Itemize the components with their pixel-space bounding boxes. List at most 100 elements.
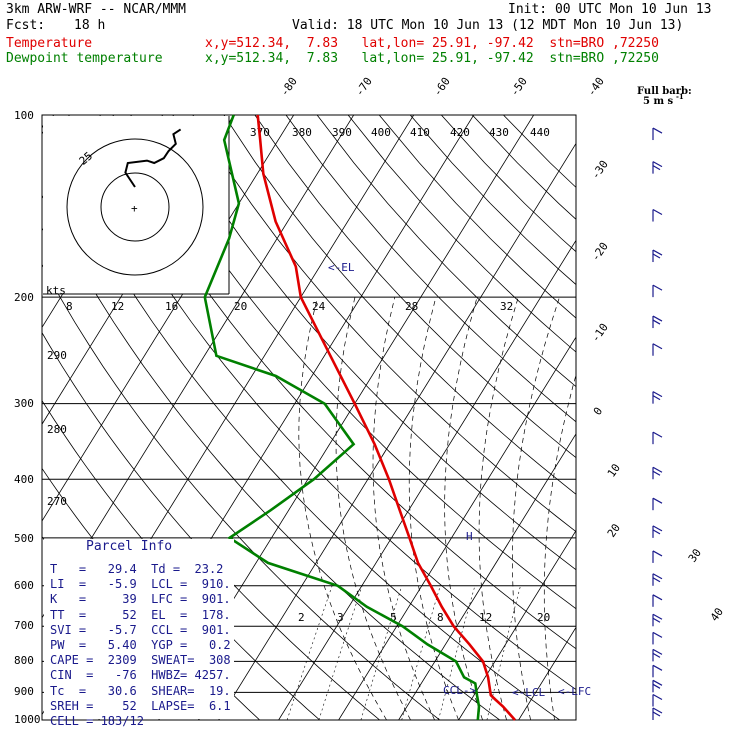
wind-barb-flag [652,127,663,134]
wind-barb-flag [652,497,663,504]
dry-adiabat [254,115,576,459]
wind-barb-flag [652,617,661,623]
theta-label: 420 [450,126,470,139]
theta-e-top-label: 32 [500,300,513,313]
wind-barb-flag [652,594,663,601]
pressure-tick-label: 1000 [14,713,41,726]
parcel-info-panel [44,539,234,719]
isotherm-top-label: -70 [353,75,375,99]
hodograph-center: + [131,202,138,215]
isotherm-right-label: 0 [591,405,605,418]
wind-barb-flag [652,470,661,476]
moist-adiabat [335,297,411,720]
theta-e-top-label: 12 [111,300,124,313]
isotherm-right-label: 30 [686,546,704,564]
wind-barb-flag [652,648,663,655]
mixing-ratio-label: 12 [479,611,492,624]
isotherm-right-label: 40 [708,605,726,623]
mixing-ratio-label: 3 [337,611,344,624]
mixing-ratio-line [286,585,333,720]
parcel-info-row: LI = -5.9 LCL = 910. [50,577,231,592]
dry-adiabat [42,263,440,720]
isotherm-right-label: 20 [605,521,623,539]
theta-label: 400 [371,126,391,139]
wind-barb-flag [652,165,661,171]
barb-legend: Full barb: 5 m s -1 [637,86,692,107]
theta-e-top-label: 8 [66,300,73,313]
wind-barb-flag [652,343,663,350]
mixing-ratio-label: 5 [390,611,397,624]
wind-barb-flag [652,466,663,473]
isotherm-line [42,115,355,619]
dry-adiabat [99,115,576,650]
isotherm-line [218,142,576,720]
isotherm-right-label: -30 [589,158,611,182]
isotherm-line [518,626,576,720]
isotherm-top-label: -80 [278,75,300,99]
parcel-info-row: CIN = -76 HWBZ= 4257. [50,668,231,683]
isotherm-line [691,87,740,733]
wind-barb-flag [652,711,661,717]
barb-legend-unit: 5 m s [643,96,674,107]
hodograph-units: kts [46,284,66,297]
theta-e-top-label: 28 [405,300,418,313]
isotherm-top-label: -50 [508,75,530,99]
parcel-info-row: T = 29.4 Td = 23.2 [50,562,224,576]
hodograph-ring-outer [66,138,204,276]
parcel-info-row: CELL = 183/12 [50,714,144,729]
parcel-info-row: PW = 5.40 YGP = 0.2 [50,638,231,653]
mixing-ratio-label: 8 [437,611,444,624]
wind-barb-flag [652,683,661,689]
hodograph-frame-fill [43,116,229,294]
wind-barb-flag [652,253,661,259]
wind-barb-flag [652,319,661,325]
pressure-tick-label: 600 [14,579,34,592]
wind-barb-flag [652,577,661,583]
dry-adiabat [472,115,576,220]
lcl-label: <-LCL [512,686,545,699]
wind-barb-flag [652,679,663,686]
moist-adiabat [444,297,483,720]
init-time: Init: 00 UTC Mon 10 Jun 13 [508,2,712,17]
wind-barb-flag [652,249,663,256]
forecast-label: Fcst: [6,18,46,33]
pressure-tick-label: 400 [14,473,34,486]
isotherm-right-label: -20 [589,240,611,264]
mixing-ratio-line [360,585,403,720]
theta-e-label: 290 [47,349,67,362]
wind-barb-flag [652,315,663,322]
parcel-info-row: SVI = -5.7 CCL = 901. [50,622,231,637]
temperature-legend: Temperature [6,36,93,51]
model-title: 3km ARW-WRF -- NCAR/MMM [6,2,187,17]
dry-adiabat [130,115,576,610]
wind-barb-flag [652,664,663,671]
dewpoint-profile [203,114,481,721]
grid-lines [41,87,740,733]
hodograph-trace [124,128,182,188]
parcel-info-row: CAPE = 2309 SWEAT= 308 [50,653,231,668]
moist-adiabat [543,373,576,720]
pressure-tick-label: 500 [14,532,34,545]
parcel-info-title: Parcel Info [86,539,173,554]
annotations: <-EL CCL-> <-LCL <-LFC H [328,261,591,699]
theta-e-top-label: 24 [312,300,326,313]
hodograph-ring-inner [100,172,170,242]
theta-e-top-label: 20 [234,300,247,313]
moist-adiabat [372,297,435,720]
dry-adiabat [161,115,576,571]
dry-adiabat [223,115,576,495]
freezing-level-marker: H [466,530,473,543]
wind-barb-flag [652,529,661,535]
isotherm-right-label: -10 [589,321,611,345]
temperature-profile [256,114,516,721]
plot-frame [41,114,577,721]
dewpoint-legend: Dewpoint temperature [6,51,163,66]
ccl-label: CCL-> [443,684,476,697]
isotherm-line [458,529,576,720]
dry-adiabat [378,115,576,319]
moist-adiabat [478,297,519,720]
wind-barb-flag [652,525,663,532]
valid-time: Valid: 18 UTC Mon 10 Jun 13 (12 MDT Mon … [292,18,684,33]
wind-barb-flag [652,693,663,701]
sounding-series [203,114,516,721]
